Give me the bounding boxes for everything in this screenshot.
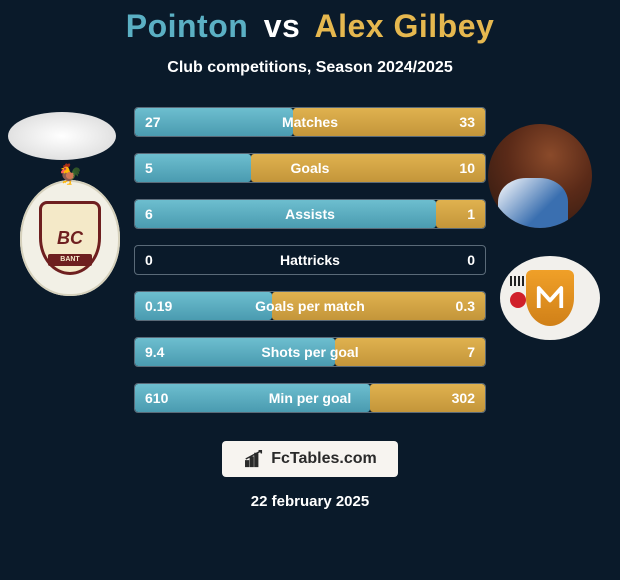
chart-growth-icon [243, 448, 265, 470]
stat-value-left: 0.19 [135, 298, 205, 314]
stat-row: 6Assists1 [134, 199, 486, 229]
season-subtitle: Club competitions, Season 2024/2025 [0, 59, 620, 77]
brand-logo: FcTables.com [222, 441, 398, 477]
stats-table: 27Matches335Goals106Assists10Hattricks00… [134, 107, 486, 413]
player1-name: Pointon [126, 8, 249, 44]
stat-value-right: 10 [415, 160, 485, 176]
shield-icon: BC BANT [39, 201, 101, 275]
stat-value-left: 9.4 [135, 344, 205, 360]
rooster-icon: 🐓 [58, 162, 83, 187]
stat-value-right: 1 [415, 206, 485, 222]
stat-value-left: 610 [135, 390, 205, 406]
stat-label: Hattricks [205, 252, 415, 268]
stat-value-right: 0 [415, 252, 485, 268]
stat-label: Shots per goal [205, 344, 415, 360]
player1-club-crest: 🐓 BC BANT [20, 180, 120, 296]
stat-row: 0Hattricks0 [134, 245, 486, 275]
stat-value-right: 33 [415, 114, 485, 130]
stat-label: Goals per match [205, 298, 415, 314]
stat-label: Min per goal [205, 390, 415, 406]
stat-value-left: 6 [135, 206, 205, 222]
m-letter-icon [535, 283, 565, 313]
player1-avatar [8, 112, 116, 160]
crest-banner: BANT [48, 254, 92, 266]
stat-value-right: 0.3 [415, 298, 485, 314]
stat-label: Goals [205, 160, 415, 176]
snapshot-date: 22 february 2025 [0, 493, 620, 510]
stat-value-right: 7 [415, 344, 485, 360]
stat-value-right: 302 [415, 390, 485, 406]
comparison-title: Pointon vs Alex Gilbey [0, 0, 620, 45]
vs-label: vs [264, 8, 301, 44]
stat-label: Matches [205, 114, 415, 130]
player2-avatar [488, 124, 592, 228]
player2-club-crest [500, 256, 600, 340]
player2-name: Alex Gilbey [314, 8, 494, 44]
stat-row: 27Matches33 [134, 107, 486, 137]
stat-row: 610Min per goal302 [134, 383, 486, 413]
red-dot-icon [510, 292, 526, 308]
brand-text: FcTables.com [271, 450, 377, 468]
stat-label: Assists [205, 206, 415, 222]
stat-row: 9.4Shots per goal7 [134, 337, 486, 367]
stat-value-left: 0 [135, 252, 205, 268]
stat-value-left: 5 [135, 160, 205, 176]
stat-value-left: 27 [135, 114, 205, 130]
stat-row: 0.19Goals per match0.3 [134, 291, 486, 321]
shield-icon [526, 270, 574, 326]
crest-initials: BC [57, 228, 83, 249]
stat-row: 5Goals10 [134, 153, 486, 183]
